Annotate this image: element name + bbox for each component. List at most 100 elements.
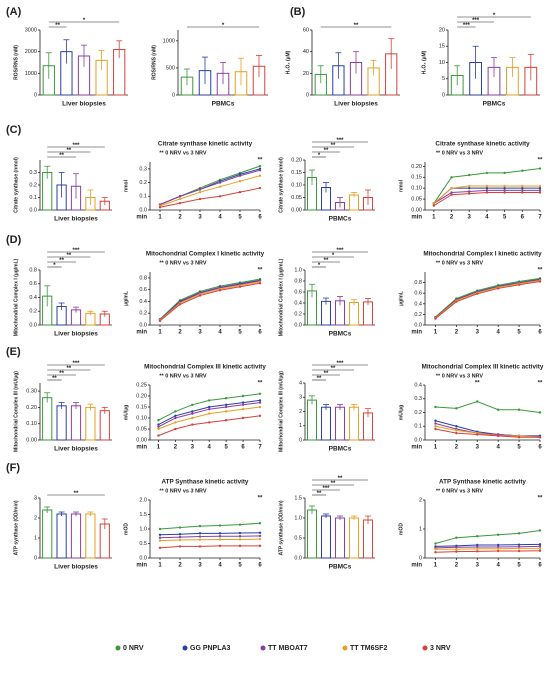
series-point: [450, 186, 453, 190]
series-line: [159, 522, 261, 530]
y-tick-label: 0.05: [411, 197, 422, 203]
x-tick-label: 4: [218, 563, 222, 569]
significance-label: **: [324, 371, 329, 377]
chart-title: ATP Synthase kinetic activity: [162, 479, 249, 486]
series-point: [191, 416, 194, 420]
series-point: [434, 405, 437, 409]
bar: [56, 513, 67, 559]
y-tick-label: 0.15: [136, 404, 147, 410]
y-tick-label: 0.4: [139, 299, 147, 305]
series-point: [218, 181, 222, 184]
series-point: [224, 410, 228, 413]
legend-swatch: [182, 645, 188, 651]
series-point: [521, 184, 524, 188]
series-point: [208, 421, 211, 424]
x-tick-label: 6: [258, 330, 262, 336]
y-tick-label: 0.2: [414, 410, 422, 416]
series-point: [432, 204, 436, 207]
x-tick-label: 4: [208, 445, 212, 451]
series-point: [496, 549, 500, 553]
legend-label: GG PNPLA3: [190, 645, 231, 652]
series-point: [241, 403, 245, 406]
y-tick-label: 0: [34, 555, 37, 561]
significance-label: **: [338, 476, 343, 482]
y-axis-label: mU/µg: [398, 405, 404, 420]
series-point: [218, 535, 222, 538]
y-tick-label: 0.0: [139, 555, 147, 561]
x-axis-label: PBMCs: [329, 216, 352, 223]
x-axis-label: PBMCs: [329, 564, 352, 571]
series-point: [198, 538, 202, 541]
x-axis-label: PBMCs: [329, 446, 352, 453]
bar: [321, 515, 331, 559]
series-point: [191, 403, 194, 406]
significance-label: **: [258, 496, 263, 502]
bar: [349, 517, 359, 559]
series-point: [224, 403, 228, 406]
series-point: [178, 526, 182, 529]
series-point: [198, 532, 202, 535]
chart-title: Mitochondrial Complex I kinetic activity: [423, 251, 542, 258]
y-axis-label: nmol: [123, 179, 129, 192]
series-point: [538, 184, 542, 188]
significance-label: ***: [336, 361, 344, 367]
series-point: [538, 167, 542, 170]
legend-label: TT MBOAT7: [268, 645, 308, 652]
significance-label: *: [318, 263, 321, 269]
y-tick-label: 0.6: [139, 287, 147, 293]
significance-label: *: [318, 153, 321, 159]
bar: [349, 406, 359, 441]
y-tick-label: 0.10: [26, 421, 37, 427]
series-point: [517, 549, 521, 553]
series-point: [538, 280, 542, 283]
x-axis-label: Liver biopsies: [54, 446, 98, 453]
significance-label: **: [55, 23, 60, 29]
significance-label: **: [354, 23, 359, 29]
y-tick-label: 0.5: [139, 541, 147, 547]
series-point: [178, 535, 182, 539]
y-tick-label: 0.10: [136, 415, 147, 421]
significance-label: **: [66, 148, 71, 154]
series-point: [517, 543, 521, 546]
bar: [42, 509, 53, 559]
significance-label: ***: [336, 138, 344, 144]
series-point: [158, 539, 162, 542]
y-tick-label: 0.4: [414, 301, 422, 307]
y-tick-label: 1: [299, 423, 302, 429]
y-axis-label: ROS/RNS (nM): [13, 45, 19, 80]
series-point: [198, 188, 202, 191]
series-point: [432, 202, 436, 205]
y-tick-label: 1.0: [139, 526, 147, 532]
panel-label: (B): [290, 6, 306, 18]
series-point: [241, 416, 245, 420]
series-point: [434, 427, 437, 431]
chart-note: ** 0 NRV vs 3 NRV: [436, 373, 484, 379]
legend-label: 3 NRV: [430, 645, 451, 652]
y-axis-label: Mitochondrial Complex III (mU/µg): [278, 371, 284, 452]
x-tick-label: 1: [432, 215, 436, 221]
series-point: [178, 533, 182, 536]
series-point: [238, 535, 242, 538]
x-tick-label: 2: [455, 563, 459, 569]
y-tick-label: 0.0: [139, 207, 147, 213]
series-point: [455, 407, 458, 410]
significance-label: **: [258, 158, 263, 164]
x-tick-label: 4: [218, 215, 222, 221]
series-point: [496, 547, 500, 550]
x-tick-label: 1: [434, 563, 438, 569]
y-tick-label: 2: [299, 409, 302, 415]
series-point: [476, 535, 479, 538]
series-point: [198, 545, 202, 548]
y-tick-label: 0.20: [26, 405, 37, 411]
series-point: [198, 524, 202, 528]
series-line: [435, 277, 541, 318]
series-line: [435, 281, 541, 320]
series-point: [238, 544, 242, 548]
chart-note: ** 0 NRV vs 3 NRV: [159, 373, 207, 379]
series-point: [208, 412, 211, 415]
significance-label: **: [66, 253, 71, 259]
series-point: [517, 283, 521, 286]
series-point: [538, 549, 542, 552]
chart-title: Mitochondrial Complex III kinetic activi…: [422, 364, 544, 371]
y-tick-label: 0: [172, 92, 175, 98]
